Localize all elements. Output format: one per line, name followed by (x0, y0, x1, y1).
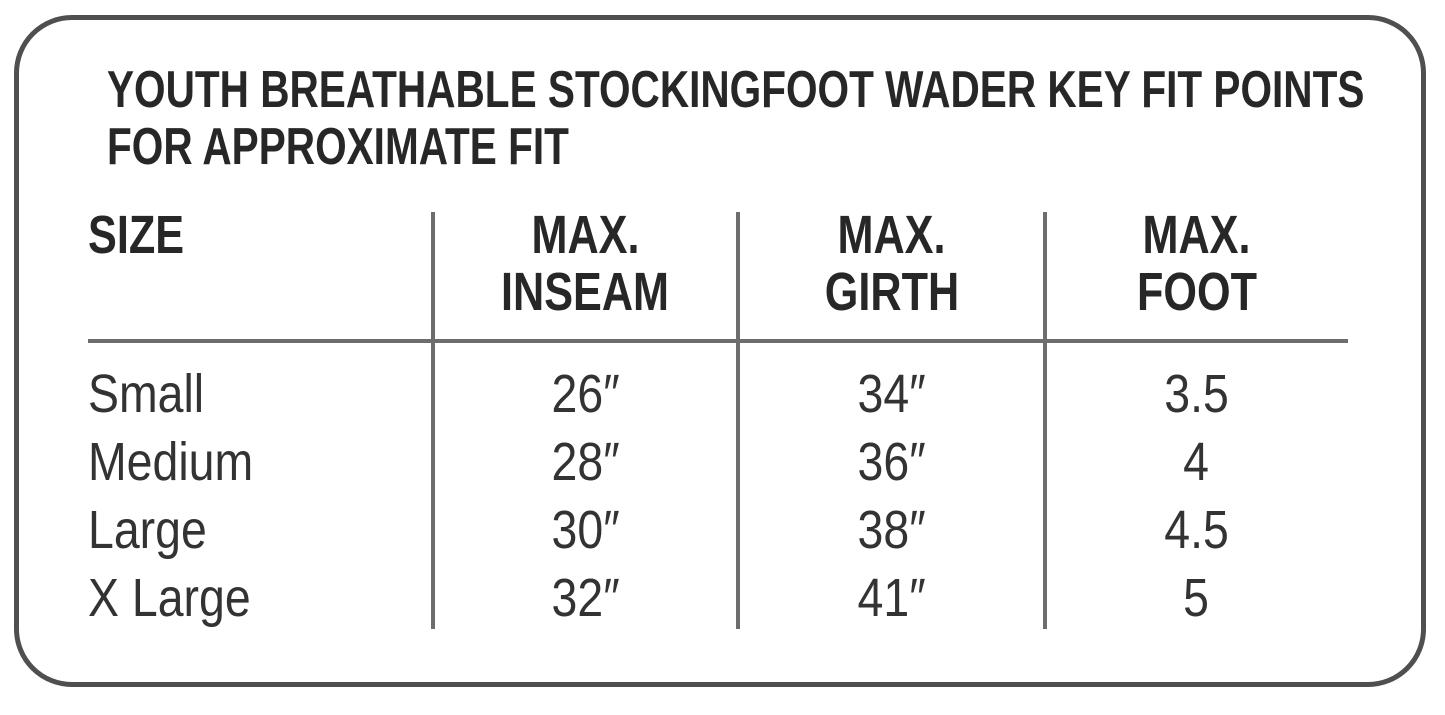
cell-girth: 38″ (857, 500, 926, 560)
column-header-size: SIZE (88, 205, 185, 265)
chart-title-line-2: FOR APPROXIMATE FIT (107, 118, 569, 176)
column-divider-1 (431, 212, 435, 629)
table-header-row: SIZE MAX. INSEAM MAX. GIRTH MAX. FOOT (0, 207, 1445, 321)
table-row-x-large: X Large 32″ 41″ 5 (0, 564, 1445, 632)
cell-size: X Large (88, 568, 251, 628)
cell-girth: 34″ (857, 364, 926, 424)
cell-size: Large (88, 500, 207, 560)
header-rule (88, 339, 1348, 343)
cell-foot: 4.5 (1164, 500, 1229, 560)
cell-foot: 5 (1183, 568, 1210, 628)
column-divider-3 (1043, 212, 1047, 629)
table-row-medium: Medium 28″ 36″ 4 (0, 428, 1445, 496)
column-header-max-girth: MAX. GIRTH (824, 205, 959, 322)
table-row-small: Small 26″ 34″ 3.5 (0, 360, 1445, 428)
cell-size: Small (88, 364, 205, 424)
cell-size: Medium (88, 432, 254, 492)
cell-girth: 41″ (857, 568, 926, 628)
cell-girth: 36″ (857, 432, 926, 492)
cell-inseam: 30″ (551, 500, 620, 560)
size-chart-card: YOUTH BREATHABLE STOCKINGFOOT WADER KEY … (14, 15, 1426, 687)
cell-foot: 4 (1183, 432, 1210, 492)
cell-inseam: 26″ (551, 364, 620, 424)
chart-title: YOUTH BREATHABLE STOCKINGFOOT WADER KEY … (107, 62, 1445, 176)
table-row-large: Large 30″ 38″ 4.5 (0, 496, 1445, 564)
cell-foot: 3.5 (1164, 364, 1229, 424)
column-header-max-foot: MAX. FOOT (1136, 205, 1257, 322)
chart-title-line-1: YOUTH BREATHABLE STOCKINGFOOT WADER KEY … (107, 61, 1365, 119)
column-header-max-inseam: MAX. INSEAM (501, 205, 670, 322)
cell-inseam: 28″ (551, 432, 620, 492)
column-divider-2 (736, 212, 740, 629)
table-body: Small 26″ 34″ 3.5 Medium 28″ 36″ 4 Large… (0, 360, 1445, 632)
cell-inseam: 32″ (551, 568, 620, 628)
